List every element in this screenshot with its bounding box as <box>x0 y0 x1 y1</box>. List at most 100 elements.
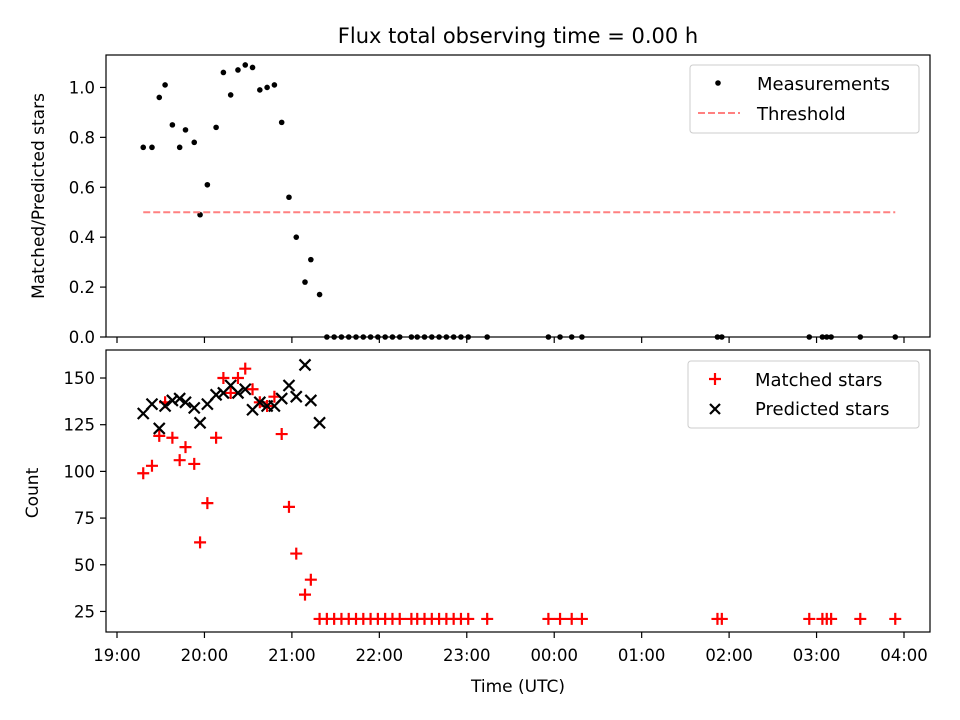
top-y-tick-label: 0.4 <box>69 228 95 247</box>
top-y-axis: 0.0 0.2 0.4 0.6 0.8 1.0 <box>69 78 106 347</box>
bottom-plot-area <box>136 358 902 625</box>
threshold-legend-label: Threshold <box>756 104 846 125</box>
predicted-stars-point <box>152 422 166 435</box>
matched-stars-point <box>299 588 312 601</box>
top-legend: Measurements Threshold <box>689 64 920 134</box>
matched-stars-point <box>188 457 201 470</box>
measurement-point <box>242 62 249 68</box>
measurement-point <box>204 181 211 188</box>
matched-stars-point <box>290 547 303 560</box>
matched-stars-point <box>542 612 555 625</box>
matched-stars-legend-marker <box>709 373 721 385</box>
measurement-point <box>278 119 285 126</box>
top-plot-area <box>140 62 899 340</box>
bottom-y-tick-label: 125 <box>64 416 96 435</box>
measurement-point <box>176 144 183 151</box>
measurement-point <box>220 69 227 76</box>
predicted-stars-point <box>238 382 252 396</box>
measurement-point <box>271 82 278 88</box>
matched-stars-point <box>481 612 494 625</box>
matched-stars-point <box>194 536 207 549</box>
measurement-point <box>308 256 314 263</box>
predicted-stars-point <box>282 379 296 392</box>
top-x-ticks <box>116 337 905 343</box>
measurement-point <box>249 64 256 71</box>
matched-stars-point <box>575 612 588 625</box>
bottom-legend-frame <box>687 360 920 429</box>
bottom-y-tick-label: 150 <box>64 369 96 388</box>
measurement-point <box>302 279 308 285</box>
measurement-point <box>213 124 219 131</box>
bottom-y-tick-label: 100 <box>64 462 96 481</box>
predicted-stars-point <box>209 388 223 402</box>
measurement-point <box>227 92 234 98</box>
predicted-stars-point <box>275 392 288 405</box>
top-y-axis-label: Matched/Predicted stars <box>29 93 49 299</box>
matched-stars-point <box>304 573 317 586</box>
matched-stars-point <box>282 500 295 513</box>
matched-stars-point <box>889 612 902 625</box>
measurement-point <box>286 194 292 201</box>
matched-stars-point <box>217 372 230 385</box>
matched-stars-point <box>201 497 214 510</box>
top-y-tick-label: 0.8 <box>69 128 95 147</box>
matched-stars-point <box>137 467 150 480</box>
x-tick-label: 04:00 <box>880 646 928 665</box>
predicted-stars-point <box>304 394 318 407</box>
x-tick-label: 21:00 <box>268 646 316 665</box>
x-axis-label: Time (UTC) <box>470 677 565 697</box>
measurement-point <box>197 211 203 218</box>
x-tick-label: 03:00 <box>793 646 841 665</box>
measurement-point <box>140 144 147 151</box>
predicted-stars-point <box>187 401 201 415</box>
x-tick-label: 20:00 <box>181 646 229 665</box>
matched-stars-point <box>231 372 244 385</box>
bottom-y-axis: 25 50 75 100 125 150 <box>64 369 106 621</box>
matched-stars-point <box>224 386 237 399</box>
matched-stars-point <box>153 429 166 442</box>
measurement-point <box>257 87 263 93</box>
matched-stars-point <box>803 612 816 625</box>
measurement-point <box>169 122 176 128</box>
predicted-stars-point <box>158 399 172 413</box>
top-panel: 0.0 0.2 0.4 0.6 0.8 1.0 Matched/Predicted sta… <box>29 54 931 347</box>
matched-stars-point <box>166 431 179 444</box>
measurement-point <box>156 94 163 101</box>
top-y-tick-label: 1.0 <box>69 78 95 97</box>
x-tick-label: 22:00 <box>356 646 404 665</box>
predicted-stars-legend-label: Predicted stars <box>755 399 889 420</box>
x-tick-label: 19:00 <box>93 646 141 665</box>
matched-stars-point <box>239 362 252 375</box>
measurement-point <box>235 67 241 73</box>
bottom-x-axis: 19:00 20:00 21:00 22:00 23:00 00:00 01:00 02:00… <box>93 632 928 665</box>
predicted-stars-point <box>231 386 245 400</box>
matched-stars-point <box>715 612 728 625</box>
matched-stars-point <box>246 383 259 396</box>
measurement-point <box>149 144 155 151</box>
matched-stars-point <box>179 441 192 454</box>
predicted-stars-point <box>193 416 207 430</box>
top-legend-frame <box>689 64 920 134</box>
bottom-panel: 25 50 75 100 125 150 19:00 20:00 21:00 22:00 23:0… <box>23 349 931 697</box>
predicted-stars-point <box>289 390 303 403</box>
bottom-y-tick-label: 75 <box>74 509 95 528</box>
matched-stars-point <box>210 431 223 444</box>
measurement-point <box>182 127 189 133</box>
measurements-legend-marker <box>715 80 721 86</box>
predicted-stars-point <box>173 392 186 405</box>
measurement-point <box>264 84 270 91</box>
bottom-y-tick-label: 25 <box>74 602 95 621</box>
x-tick-label: 02:00 <box>705 646 753 665</box>
chart-title: Flux total observing time = 0.00 h <box>338 24 698 48</box>
bottom-y-axis-label: Count <box>23 467 43 518</box>
predicted-stars-point <box>166 394 179 407</box>
matched-stars-point <box>173 454 186 467</box>
measurements-legend-label: Measurements <box>757 74 890 95</box>
top-y-tick-label: 0.6 <box>69 178 95 197</box>
measurement-point <box>191 139 198 146</box>
predicted-stars-point <box>145 397 159 411</box>
matched-stars-point <box>462 612 475 625</box>
bottom-y-tick-label: 50 <box>74 556 95 575</box>
predicted-stars-point <box>313 416 326 430</box>
